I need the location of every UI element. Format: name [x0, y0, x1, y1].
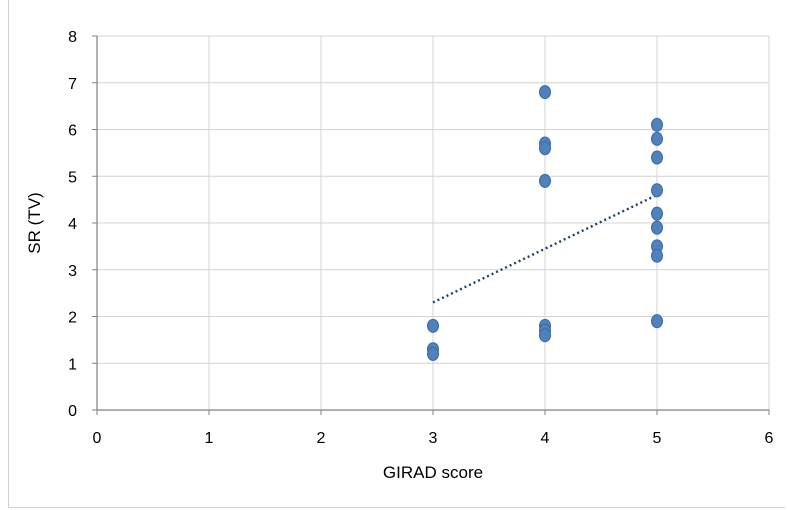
x-tick-label: 5	[653, 430, 662, 447]
data-points	[427, 85, 663, 361]
y-tick-label: 3	[68, 263, 77, 280]
data-point	[651, 150, 663, 165]
trendline-group	[432, 193, 658, 304]
trendline	[432, 193, 658, 304]
x-tick-label: 6	[765, 430, 774, 447]
y-tick-label: 1	[68, 356, 77, 373]
x-tick-label: 1	[205, 430, 214, 447]
y-tick-label: 0	[68, 403, 77, 420]
data-point	[651, 131, 663, 146]
data-point	[651, 248, 663, 263]
chart-frame	[8, 0, 785, 508]
y-tick-label: 4	[68, 216, 77, 233]
data-point	[539, 141, 551, 156]
y-tick-label: 6	[68, 123, 77, 140]
x-tick-labels: 0 1 2 3 4 5 6	[93, 430, 774, 447]
data-point	[427, 318, 439, 333]
x-tick-label: 4	[541, 430, 550, 447]
data-point	[651, 314, 663, 329]
y-tick-label: 8	[68, 29, 77, 46]
y-tick-label: 7	[68, 76, 77, 93]
axes	[92, 35, 770, 415]
x-axis-title: GIRAD score	[383, 463, 483, 482]
y-axis-title: SR (TV)	[25, 192, 44, 253]
data-point	[651, 206, 663, 221]
data-point	[427, 346, 439, 361]
y-tick-labels: 0 1 2 3 4 5 6 7 8	[68, 29, 77, 420]
y-tick-label: 5	[68, 169, 77, 186]
x-tick-label: 3	[429, 430, 438, 447]
x-tick-label: 2	[317, 430, 326, 447]
x-tick-label: 0	[93, 430, 102, 447]
data-point	[539, 328, 551, 343]
data-point	[539, 85, 551, 100]
data-point	[539, 173, 551, 188]
y-tick-label: 2	[68, 310, 77, 327]
data-point	[651, 220, 663, 235]
data-point	[651, 183, 663, 198]
data-point	[651, 117, 663, 132]
